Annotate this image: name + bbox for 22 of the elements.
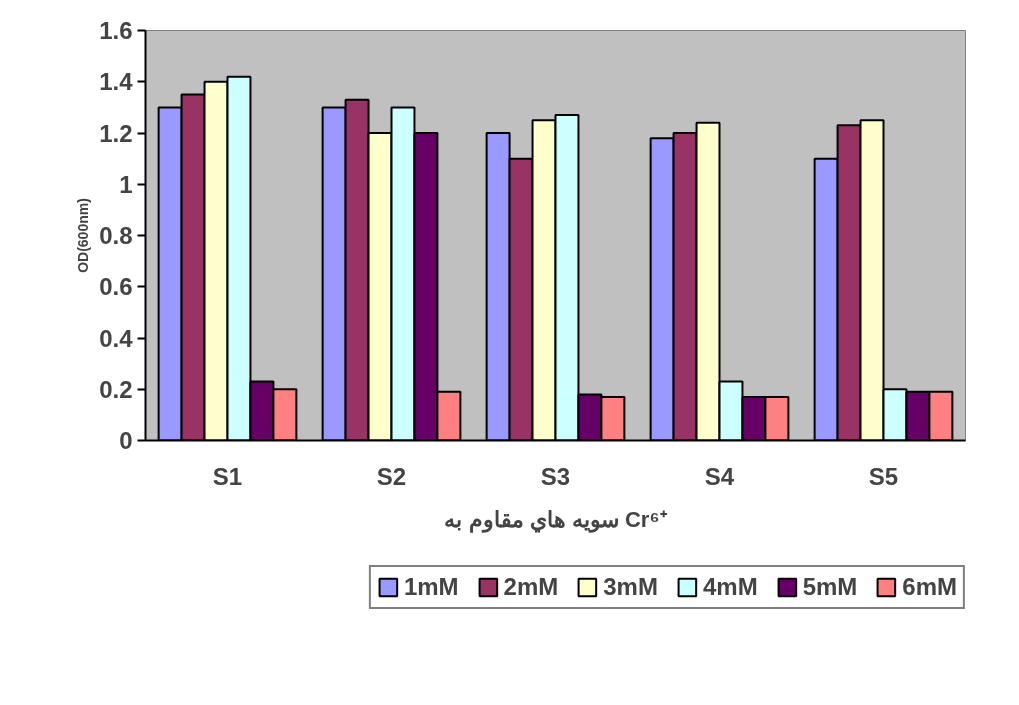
- y-tick-label: 0.6: [99, 273, 133, 301]
- y-tick-label: 1.4: [99, 68, 134, 96]
- y-tick-label: 0.8: [99, 222, 133, 249]
- x-axis-title: سويه هاي مقاوم به Cr⁶⁺: [444, 506, 668, 533]
- y-axis-title: OD(600nm): [75, 198, 92, 273]
- x-tick-label: S1: [212, 462, 243, 490]
- legend-label: 1mM: [403, 573, 459, 601]
- y-tick-label: 1.6: [99, 17, 133, 44]
- legend-label: 3mM: [603, 573, 658, 601]
- x-tick-label: S5: [868, 462, 899, 490]
- y-tick-label: 1.2: [99, 119, 133, 147]
- y-tick-label: 0.4: [99, 324, 134, 352]
- legend-label: 6mM: [902, 573, 957, 601]
- legend-label: 4mM: [702, 573, 758, 601]
- x-tick-label: S4: [704, 462, 735, 490]
- y-tick-label: 0: [119, 427, 133, 454]
- legend-label: 5mM: [802, 573, 858, 601]
- y-tick-label: 1: [119, 170, 133, 198]
- x-tick-label: S3: [540, 462, 571, 490]
- y-tick-label: 0.2: [99, 375, 133, 403]
- x-tick-label: S2: [376, 462, 407, 490]
- legend-label: 2mM: [503, 573, 559, 601]
